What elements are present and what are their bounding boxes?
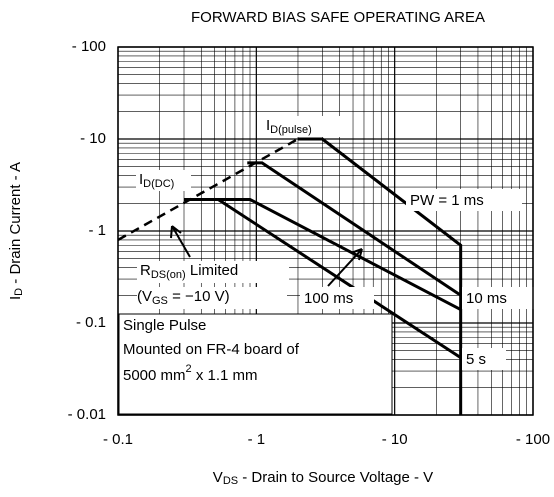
annotations: ID(pulse) ID(DC) RDS(on) Limited (VGS = … [118, 116, 393, 415]
annotation: ID(pulse) [266, 117, 312, 136]
x-axis-label: VDS - Drain to Source Voltage - V [213, 469, 433, 487]
text: (V [137, 288, 152, 305]
text: I [139, 171, 143, 188]
annotation: (VGS = −10 V) [137, 288, 230, 307]
x-tick-label: - 0.1 [103, 431, 133, 448]
label-box [263, 116, 340, 137]
text: 5000 mm [123, 367, 186, 384]
text: 2 [186, 363, 192, 375]
note-text: Mounted on FR-4 board of [123, 341, 300, 358]
label-box [137, 287, 287, 309]
limit-line [117, 137, 299, 242]
series-line [297, 137, 463, 415]
y-tick-label: - 0.1 [76, 314, 106, 331]
arrow [327, 248, 363, 287]
note-box [118, 313, 393, 415]
y-axis-label: ID - Drain Current - A [7, 162, 25, 300]
text: - Drain to Source Voltage - V [238, 469, 433, 486]
lines [117, 137, 463, 415]
series-label: PW = 1 ms [410, 192, 484, 209]
arrow [170, 225, 191, 258]
plot-frame [117, 46, 534, 416]
series-label: 5 s [466, 351, 486, 368]
label-box [136, 170, 191, 191]
text: - Drain Current - A [7, 162, 24, 288]
x-tick-label: - 10 [382, 431, 408, 448]
text: DS(on) [151, 269, 186, 281]
label-box [137, 261, 289, 283]
text: D(pulse) [270, 124, 312, 136]
text: D [13, 288, 25, 296]
series-label: 100 ms [304, 290, 353, 307]
text: x 1.1 mm [192, 367, 258, 384]
text: V [213, 469, 223, 486]
text: I [7, 296, 24, 300]
series-line [247, 161, 462, 297]
x-tick-label: - 1 [248, 431, 266, 448]
text: Limited [186, 262, 239, 279]
y-tick-label: - 0.01 [68, 406, 106, 423]
y-tick-label: - 1 [88, 222, 106, 239]
y-tick-label: - 100 [72, 38, 106, 55]
series-labels: PW = 1 ms 10 ms 100 ms 5 s [300, 189, 536, 370]
text: R [140, 262, 151, 279]
label-box [462, 287, 536, 309]
text: GS [152, 295, 168, 307]
chart-title: FORWARD BIAS SAFE OPERATING AREA [191, 9, 485, 26]
note-text: Single Pulse [123, 317, 206, 334]
text: I [266, 117, 270, 134]
text: DS [223, 475, 238, 487]
label-box [300, 287, 374, 309]
series-line [184, 197, 462, 359]
annotation: ID(DC) [139, 171, 174, 190]
x-tick-label: - 100 [516, 431, 550, 448]
text: D(DC) [143, 178, 174, 190]
label-box [406, 189, 522, 211]
note-text: 5000 mm2 x 1.1 mm [123, 363, 258, 384]
text: = −10 V) [168, 288, 230, 305]
y-tick-label: - 10 [80, 130, 106, 147]
annotation: RDS(on) Limited [140, 262, 238, 281]
series-label: 10 ms [466, 290, 507, 307]
label-box [462, 348, 506, 370]
